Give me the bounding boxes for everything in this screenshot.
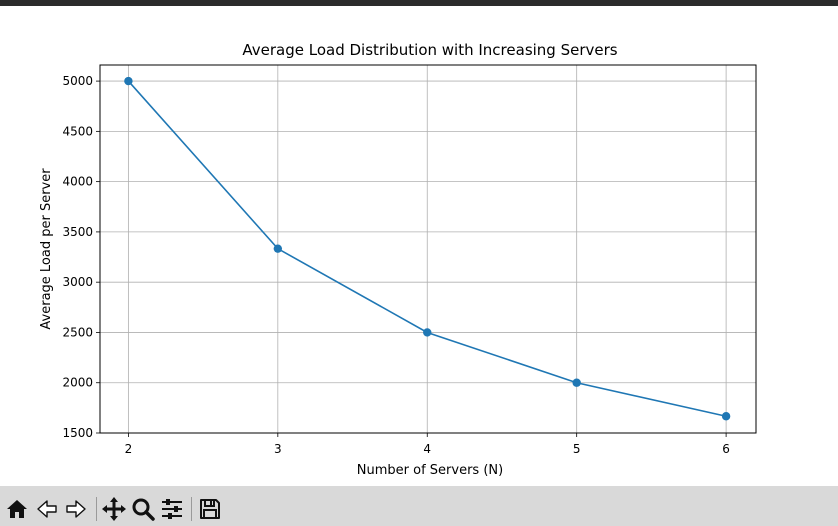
data-point — [721, 412, 731, 421]
zoom-button[interactable] — [130, 496, 156, 522]
back-button[interactable] — [34, 496, 60, 522]
configure-subplots-button[interactable] — [159, 496, 185, 522]
x-tick-label: 2 — [125, 442, 133, 456]
window-top-border — [0, 0, 838, 6]
forward-icon — [66, 500, 86, 518]
plot-area-background — [100, 65, 756, 433]
y-axis-label: Average Load per Server — [39, 168, 54, 330]
y-tick-label: 2500 — [62, 325, 93, 339]
data-point — [273, 244, 283, 253]
back-icon — [37, 500, 57, 518]
data-point — [572, 378, 581, 387]
axis-ticks: 2 3 4 5 6 1500 2000 2500 3000 3500 4000 4500 5000 — [62, 74, 729, 456]
x-tick-label: 6 — [722, 442, 730, 456]
series-layer — [124, 76, 731, 421]
y-tick-label: 1500 — [62, 426, 93, 440]
x-tick-label: 5 — [573, 442, 581, 456]
pan-button[interactable] — [101, 496, 127, 522]
home-button[interactable] — [4, 496, 30, 522]
zoom-icon — [132, 498, 155, 521]
x-tick-label: 3 — [274, 442, 282, 456]
x-tick-label: 4 — [423, 442, 431, 456]
home-icon — [7, 500, 27, 518]
line-chart: 2 3 4 5 6 1500 2000 2500 3000 3500 4000 4500 5000 Av… — [39, 41, 757, 478]
y-tick-label: 3500 — [62, 225, 93, 239]
save-button[interactable] — [197, 496, 223, 522]
y-tick-label: 5000 — [62, 74, 93, 88]
plot-area-frame — [99, 64, 757, 434]
navigation-toolbar — [0, 486, 838, 526]
chart-title: Average Load Distribution with Increasin… — [242, 41, 617, 59]
pan-icon — [102, 497, 126, 521]
y-tick-label: 2000 — [62, 376, 93, 390]
configure-icon — [162, 499, 182, 519]
y-tick-label: 4500 — [62, 124, 93, 138]
x-axis-label: Number of Servers (N) — [357, 463, 503, 478]
y-tick-label: 3000 — [62, 275, 93, 289]
data-point — [124, 76, 133, 86]
figure-canvas: 2 3 4 5 6 1500 2000 2500 3000 3500 4000 4500 5000 Av… — [0, 6, 838, 486]
y-tick-label: 4000 — [62, 175, 93, 189]
data-point — [423, 328, 432, 337]
save-icon — [200, 499, 220, 519]
toolbar-separator — [191, 497, 192, 521]
toolbar-separator — [96, 497, 97, 521]
forward-button[interactable] — [63, 496, 89, 522]
